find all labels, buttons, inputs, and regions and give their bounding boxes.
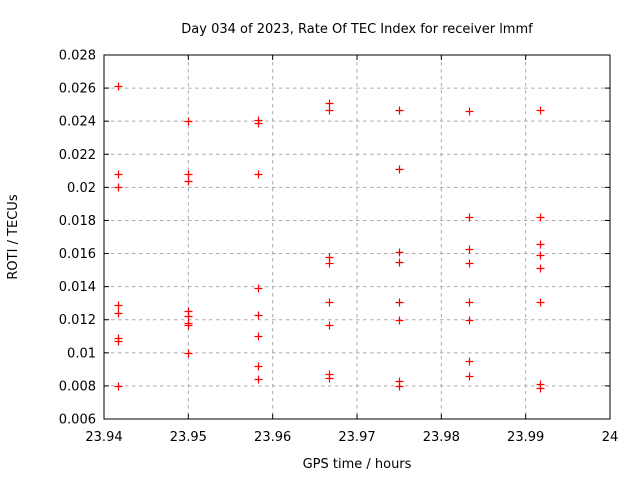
data-point-marker (536, 298, 545, 307)
data-point-marker (325, 321, 334, 330)
data-point-marker (254, 362, 263, 371)
data-point-marker (536, 251, 545, 260)
data-point-marker (114, 337, 123, 346)
chart-title: Day 034 of 2023, Rate Of TEC Index for r… (181, 22, 533, 37)
plot-border (103, 54, 611, 420)
data-point-marker (465, 372, 474, 381)
data-point-marker (465, 245, 474, 254)
data-point-marker (395, 316, 404, 325)
data-point-marker (184, 117, 193, 126)
y-tick-label: 0.016 (59, 247, 96, 262)
axis-tick-labels: 23.94 23.95 23.96 23.97 23.98 23.99 24 0.006 0.0… (59, 49, 618, 446)
data-point-marker (114, 183, 123, 192)
y-tick-label: 0.028 (59, 49, 96, 64)
data-point-marker (395, 248, 404, 257)
data-point-marker (395, 382, 404, 391)
data-point-marker (184, 177, 193, 186)
x-tick-label: 23.99 (507, 430, 544, 445)
data-point-marker (536, 264, 545, 273)
data-point-marker (325, 99, 334, 108)
data-point-marker (114, 301, 123, 310)
data-point-marker (536, 213, 545, 222)
data-point-marker (395, 106, 404, 115)
data-point-marker (114, 170, 123, 179)
data-point-marker (465, 298, 474, 307)
x-tick-label: 23.98 (423, 430, 460, 445)
data-point-marker (254, 311, 263, 320)
data-point-marker (395, 165, 404, 174)
data-point-marker (465, 213, 474, 222)
data-point-marker (465, 316, 474, 325)
data-point-marker (114, 82, 123, 91)
data-point-marker (395, 298, 404, 307)
y-tick-label: 0.008 (59, 379, 96, 394)
y-tick-label: 0.006 (59, 413, 96, 428)
data-point-marker (184, 321, 193, 330)
data-point-marker (465, 107, 474, 116)
y-axis-label: ROTI / TECUs (6, 194, 21, 279)
data-point-marker (536, 240, 545, 249)
data-point-marker (536, 384, 545, 393)
data-point-marker (254, 284, 263, 293)
data-points (114, 82, 545, 393)
y-tick-label: 0.026 (59, 82, 96, 97)
data-point-marker (254, 119, 263, 128)
y-tick-label: 0.02 (67, 181, 96, 196)
data-point-marker (254, 332, 263, 341)
x-tick-label: 23.94 (85, 430, 122, 445)
data-point-marker (395, 258, 404, 267)
data-point-marker (184, 170, 193, 179)
data-point-marker (254, 170, 263, 179)
x-tick-label: 23.95 (170, 430, 207, 445)
data-point-marker (536, 106, 545, 115)
y-tick-label: 0.012 (59, 313, 96, 328)
y-tick-label: 0.022 (59, 148, 96, 163)
y-tick-label: 0.024 (59, 115, 96, 130)
data-point-marker (254, 375, 263, 384)
data-point-marker (465, 357, 474, 366)
data-point-marker (184, 312, 193, 321)
y-tick-label: 0.014 (59, 280, 96, 295)
data-point-marker (325, 374, 334, 383)
data-point-marker (325, 298, 334, 307)
data-point-marker (325, 106, 334, 115)
x-tick-label: 23.97 (338, 430, 375, 445)
y-tick-label: 0.01 (67, 346, 96, 361)
y-tick-label: 0.018 (59, 214, 96, 229)
data-point-marker (114, 382, 123, 391)
data-point-marker (184, 349, 193, 358)
x-tick-label: 24 (602, 430, 619, 445)
x-tick-label: 23.96 (254, 430, 291, 445)
data-point-marker (114, 309, 123, 318)
data-point-marker (465, 259, 474, 268)
x-axis-label: GPS time / hours (303, 457, 412, 472)
data-point-marker (325, 259, 334, 268)
